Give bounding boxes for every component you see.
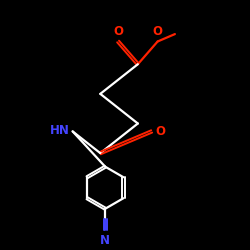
Text: O: O — [152, 25, 162, 38]
Text: O: O — [156, 125, 166, 138]
Text: N: N — [100, 234, 110, 247]
Text: O: O — [113, 25, 123, 38]
Text: HN: HN — [50, 124, 70, 137]
